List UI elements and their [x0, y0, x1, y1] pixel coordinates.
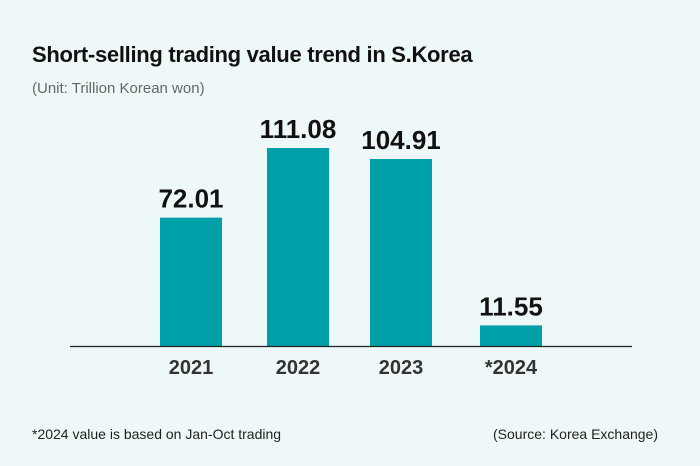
bar-2021: [160, 217, 222, 346]
x-tick-label: 2023: [379, 357, 424, 379]
x-tick-label: 2021: [169, 357, 214, 379]
chart-title: Short-selling trading value trend in S.K…: [32, 42, 473, 67]
bar-2023: [370, 158, 432, 346]
value-label: 111.08: [260, 114, 337, 144]
source-note: (Source: Korea Exchange): [493, 426, 658, 442]
x-tick-label: *2024: [485, 357, 538, 379]
bar-2022: [267, 148, 329, 346]
x-tick-label: 2022: [276, 357, 321, 379]
value-label: 72.01: [158, 184, 223, 214]
bar-2024: [480, 325, 542, 346]
footnote: *2024 value is based on Jan-Oct trading: [32, 426, 282, 442]
chart-subtitle: (Unit: Trillion Korean won): [32, 80, 205, 97]
value-label: 104.91: [361, 125, 441, 155]
value-label: 11.55: [479, 291, 543, 321]
